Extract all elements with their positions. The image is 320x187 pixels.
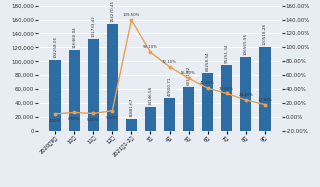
Bar bbox=[240, 57, 252, 131]
Text: 9.00%: 9.00% bbox=[106, 116, 119, 120]
Text: 16881.67: 16881.67 bbox=[129, 98, 133, 117]
Text: 106565.95: 106565.95 bbox=[244, 33, 248, 55]
Text: 139.50%: 139.50% bbox=[123, 13, 140, 17]
Bar bbox=[259, 47, 270, 131]
Text: 33.80%: 33.80% bbox=[219, 87, 234, 91]
Bar bbox=[68, 50, 80, 131]
Text: 63171.32: 63171.32 bbox=[187, 65, 191, 85]
Bar bbox=[164, 98, 175, 131]
Text: 83258.54: 83258.54 bbox=[206, 51, 210, 71]
Text: 72.10%: 72.10% bbox=[162, 60, 177, 64]
Text: 24.40%: 24.40% bbox=[238, 93, 253, 97]
Text: 55.80%: 55.80% bbox=[181, 71, 196, 75]
Bar bbox=[221, 65, 232, 131]
Text: 95251.34: 95251.34 bbox=[225, 43, 229, 62]
Text: 17.90%: 17.90% bbox=[257, 98, 272, 102]
Bar bbox=[145, 107, 156, 131]
Bar bbox=[50, 60, 61, 131]
Text: 102258.06: 102258.06 bbox=[53, 36, 57, 58]
Text: 153270.45: 153270.45 bbox=[110, 0, 114, 22]
Text: 34146.58: 34146.58 bbox=[148, 86, 152, 105]
Text: 93.10%: 93.10% bbox=[143, 45, 158, 49]
Text: 5.00%: 5.00% bbox=[87, 118, 100, 122]
Text: 47800.71: 47800.71 bbox=[168, 76, 172, 96]
Text: 120518.28: 120518.28 bbox=[263, 23, 267, 45]
Text: 41.40%: 41.40% bbox=[200, 81, 215, 85]
Bar bbox=[183, 87, 194, 131]
Text: 6.50%: 6.50% bbox=[68, 117, 80, 121]
Bar bbox=[88, 39, 99, 131]
Text: 4.50%: 4.50% bbox=[49, 119, 61, 123]
Bar bbox=[202, 73, 213, 131]
Bar bbox=[126, 119, 137, 131]
Bar bbox=[107, 24, 118, 131]
Text: 116460.04: 116460.04 bbox=[72, 26, 76, 48]
Text: 131733.42: 131733.42 bbox=[91, 15, 95, 37]
